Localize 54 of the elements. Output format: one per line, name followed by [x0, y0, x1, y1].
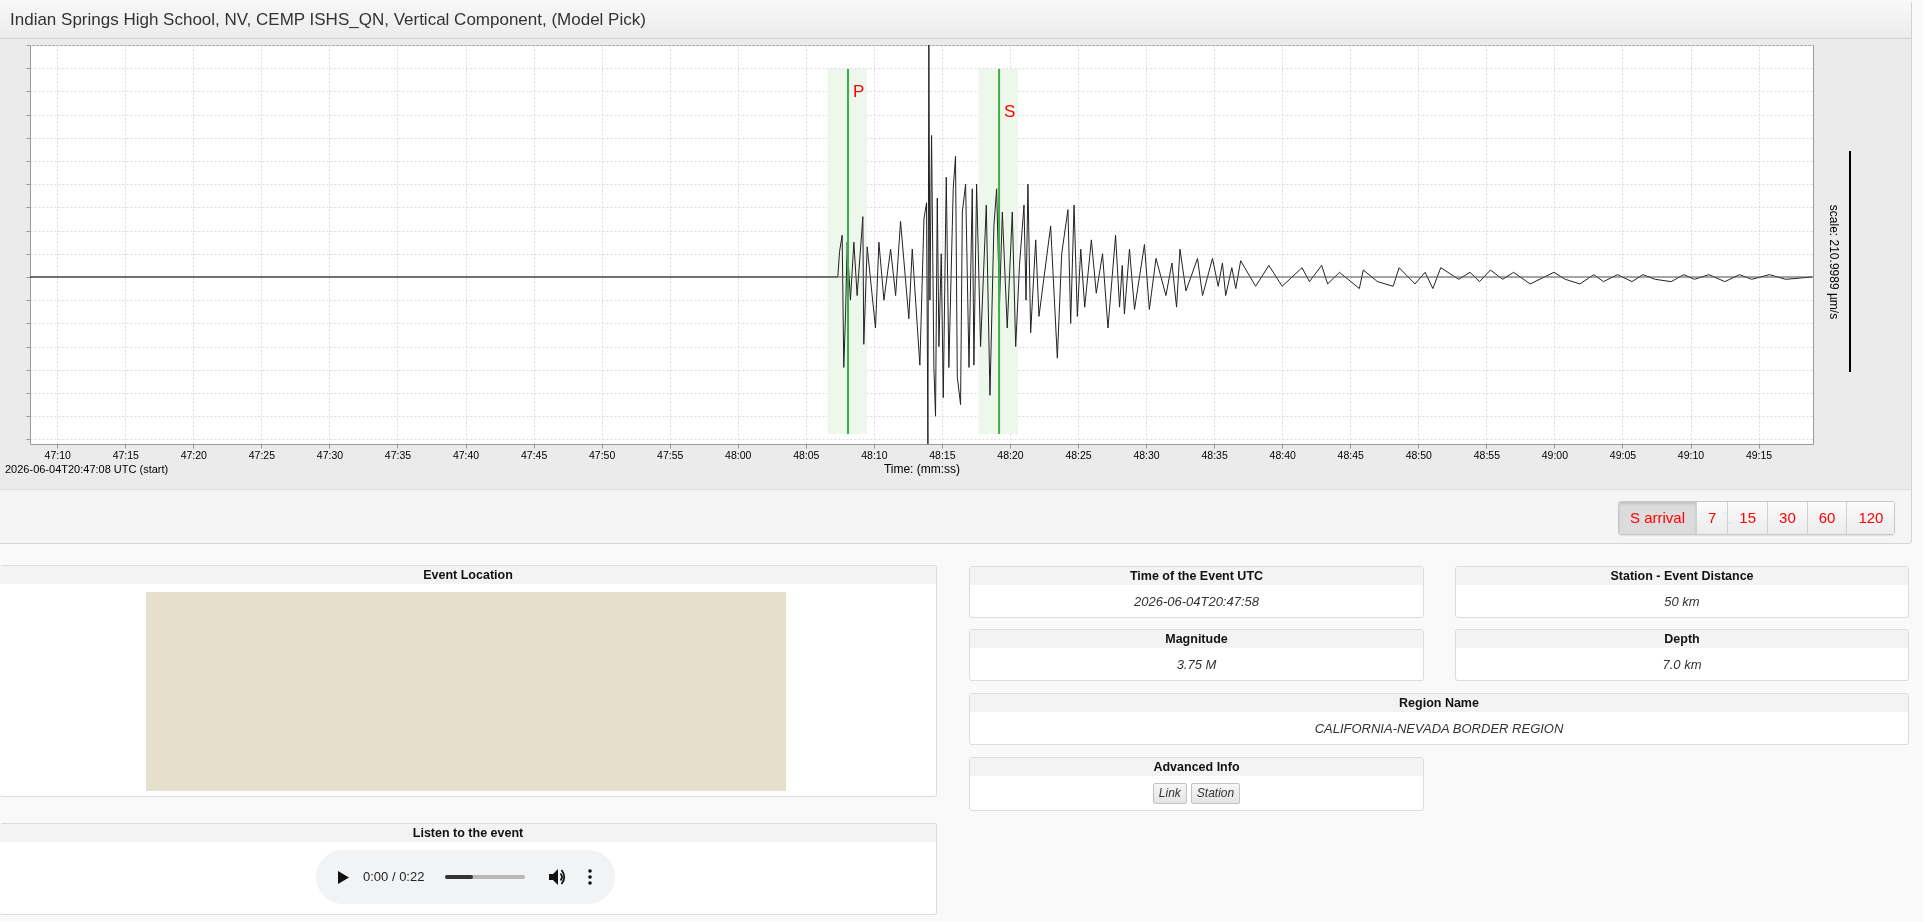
x-tick-label: 48:05	[793, 448, 820, 461]
x-tick-label: 47:25	[248, 448, 276, 461]
x-tick-label: 48:10	[861, 448, 888, 461]
x-tick-label: 48:20	[997, 448, 1024, 461]
text: 60	[1806, 502, 1847, 534]
x-tick-label: 48:50	[1405, 448, 1433, 461]
x-tick-label: 49:15	[1745, 448, 1773, 461]
text: scale: 210.9989 µm/s	[1827, 204, 1841, 320]
x-tick-label: 49:10	[1677, 448, 1705, 461]
x-tick-label: 47:35	[384, 448, 412, 461]
x-tick-label: 47:50	[589, 448, 616, 461]
text: 3.75 M	[1175, 656, 1218, 674]
x-tick-label: 48:30	[1133, 448, 1160, 461]
ref-line-label: S	[1004, 102, 1016, 121]
x-tick-label: 48:55	[1473, 448, 1501, 461]
x-tick-label: 47:55	[657, 448, 684, 461]
x-axis-title: Time: (mm:ss)	[883, 462, 961, 476]
chart-title: Indian Springs High School, NV, CEMP ISHS_QN, Vertical Component, (Model Pick)	[10, 10, 646, 30]
text: 2026-06-04T20:47:08 UTC (start)	[5, 463, 169, 475]
text: 0:00 / 0:22	[363, 869, 425, 884]
x-tick-label: 47:15	[112, 448, 140, 461]
x-tick-label: 49:00	[1541, 448, 1569, 461]
text: 30	[1767, 502, 1807, 534]
x-tick-label: 47:20	[180, 448, 208, 461]
x-tick-label: 47:40	[452, 448, 480, 461]
text: Region Name	[970, 694, 1908, 712]
x-tick-label: 47:45	[520, 448, 548, 461]
text: Event Location	[0, 566, 936, 584]
text: 15	[1727, 502, 1768, 534]
text: 120	[1846, 502, 1895, 534]
x-tick-label: 48:00	[725, 448, 752, 461]
text: Depth	[1456, 630, 1908, 648]
text: Link	[1152, 783, 1187, 804]
x-tick-label: 48:40	[1269, 448, 1296, 461]
text: CALIFORNIA-NEVADA BORDER REGION	[1313, 720, 1565, 738]
text: 7	[1696, 502, 1728, 534]
x-tick-label: 48:35	[1201, 448, 1228, 461]
text: 7.0 km	[1661, 656, 1703, 674]
x-tick-label: 47:30	[316, 448, 344, 461]
text: Listen to the event	[0, 824, 936, 842]
ref-line-label: P	[853, 82, 865, 101]
text: Time of the Event UTC	[970, 567, 1423, 585]
text: 50 km	[1663, 593, 1701, 611]
x-tick-label: 48:45	[1337, 448, 1365, 461]
x-tick-label: 47:10	[44, 448, 72, 461]
text: Station - Event Distance	[1456, 567, 1908, 585]
x-tick-label: 48:15	[929, 448, 956, 461]
x-tick-label: 48:25	[1065, 448, 1092, 461]
text: Advanced Info	[970, 758, 1423, 776]
text: S arrival	[1619, 502, 1697, 534]
text: Station	[1190, 783, 1241, 804]
text: 2026-06-04T20:47:58	[1132, 593, 1260, 611]
text: Magnitude	[970, 630, 1423, 648]
x-tick-label: 49:05	[1609, 448, 1637, 461]
